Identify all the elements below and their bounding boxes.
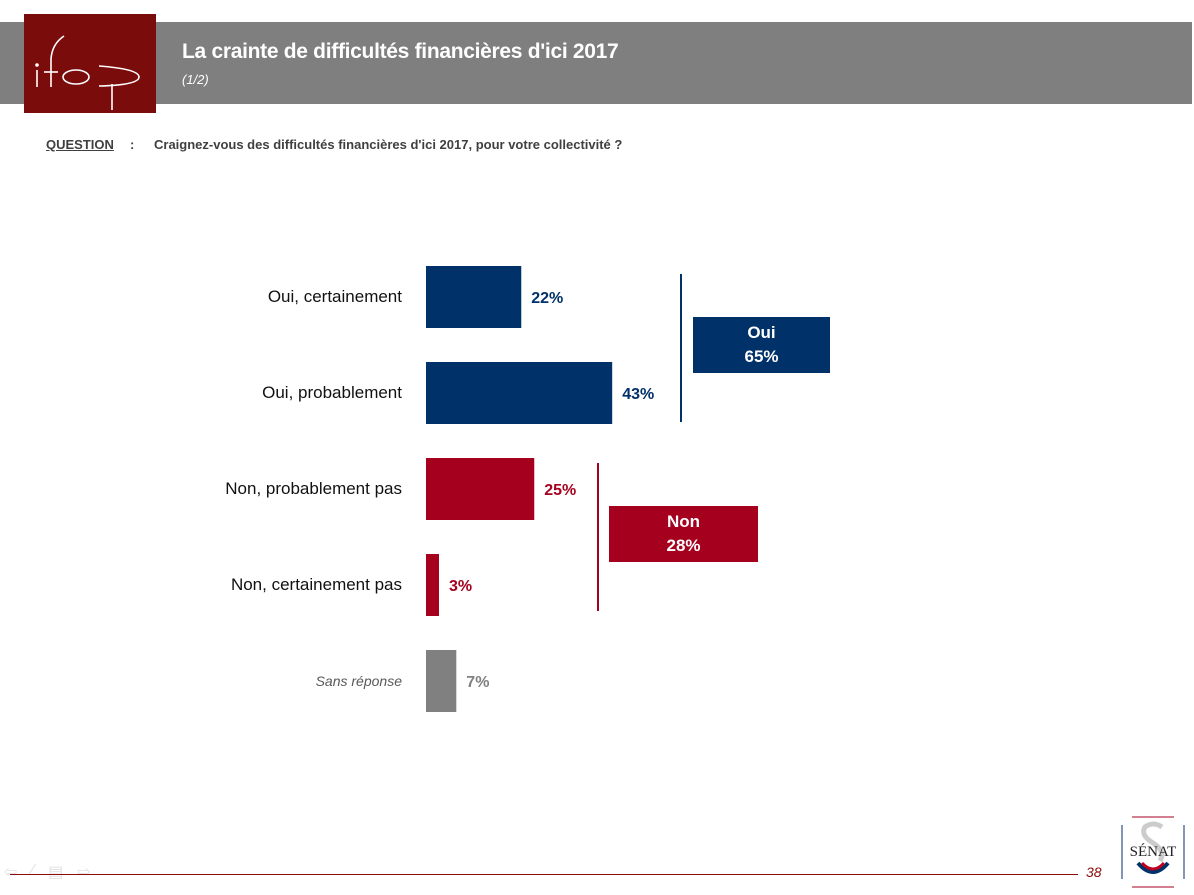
total-name: Non	[667, 512, 700, 531]
total-value: 65%	[744, 347, 778, 366]
bar	[426, 266, 522, 328]
value-label: 7%	[466, 674, 489, 691]
senat-logo: SÉNAT	[1121, 816, 1185, 888]
forward-arrow-icon[interactable]: ⇨	[77, 864, 91, 881]
total-value: 28%	[666, 536, 700, 555]
bar	[426, 554, 439, 616]
bar	[426, 458, 535, 520]
header-band	[0, 22, 1192, 104]
question-label: QUESTION	[46, 137, 114, 152]
question-colon: :	[130, 137, 135, 152]
page-title: La crainte de difficultés financières d'…	[182, 40, 619, 63]
menu-icon[interactable]: ▤	[48, 864, 64, 881]
value-label: 25%	[544, 482, 576, 499]
page-subtitle: (1/2)	[182, 72, 209, 87]
back-arrow-icon[interactable]: ⇦	[4, 864, 18, 881]
bar	[426, 650, 457, 712]
value-label: 43%	[622, 386, 654, 403]
total-name: Oui	[747, 323, 775, 342]
value-label: 3%	[449, 578, 472, 595]
total-box	[609, 506, 758, 562]
senat-logo-text: SÉNAT	[1130, 843, 1177, 860]
category-label: Sans réponse	[316, 673, 403, 689]
footer-line	[10, 874, 1078, 875]
bar	[426, 362, 613, 424]
ifop-logo-icon	[35, 35, 140, 110]
page-number: 38	[1086, 864, 1102, 880]
category-label: Non, probablement pas	[225, 479, 402, 498]
question-text: Craignez-vous des difficultés financière…	[154, 137, 623, 152]
category-label: Non, certainement pas	[231, 575, 402, 594]
pen-icon[interactable]: ⁄	[31, 862, 35, 879]
category-label: Oui, certainement	[268, 287, 402, 306]
ifop-logo	[24, 14, 156, 113]
total-box	[693, 317, 830, 373]
slide-nav: ⇦ ⁄ ▤ ⇨	[4, 862, 91, 884]
category-label: Oui, probablement	[262, 383, 402, 402]
value-label: 22%	[531, 290, 563, 307]
